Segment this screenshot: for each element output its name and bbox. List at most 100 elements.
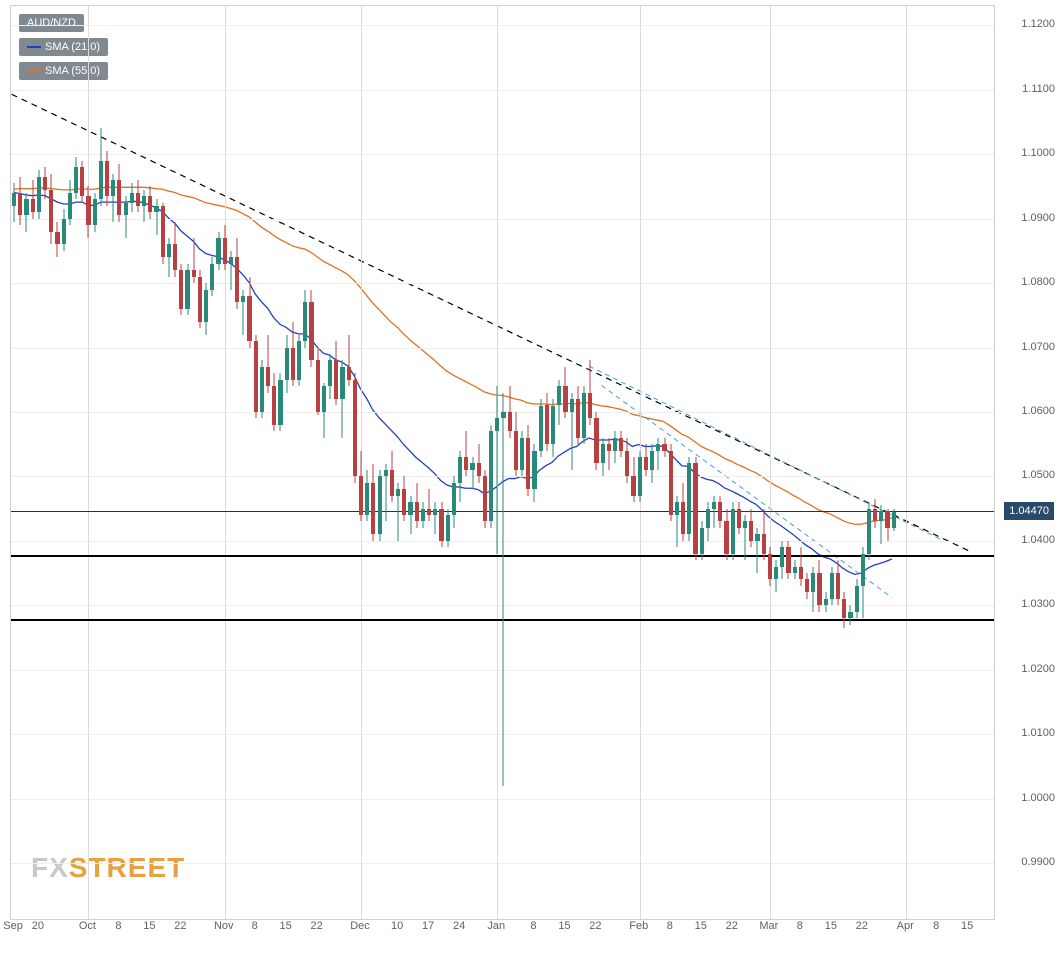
y-tick-label: 1.0400 — [1021, 534, 1055, 546]
y-tick-label: 1.0500 — [1021, 469, 1055, 481]
candle — [501, 393, 505, 786]
x-tick-label: 10 — [391, 920, 403, 932]
candle — [489, 425, 493, 528]
candle — [582, 386, 586, 444]
x-tick-label: 22 — [726, 920, 738, 932]
y-tick-label: 1.0000 — [1021, 792, 1055, 804]
x-tick-label: 8 — [252, 920, 258, 932]
candle — [873, 499, 877, 528]
candle — [148, 186, 152, 218]
candle — [142, 190, 146, 222]
candle — [378, 470, 382, 541]
candle — [625, 438, 629, 483]
candle — [179, 264, 183, 316]
y-tick-label: 1.0900 — [1021, 212, 1055, 224]
y-tick-label: 1.0800 — [1021, 276, 1055, 288]
candle — [619, 431, 623, 457]
candle — [18, 177, 22, 225]
y-tick-label: 1.0100 — [1021, 727, 1055, 739]
candle — [365, 470, 369, 522]
plot-area[interactable]: AUD/NZD SMA (21,0) SMA (55,0) FXSTREET 1… — [10, 5, 995, 920]
candle — [520, 431, 524, 476]
candle — [526, 425, 530, 496]
candle — [892, 509, 896, 532]
candle — [483, 470, 487, 528]
candle — [68, 180, 72, 225]
candle — [229, 251, 233, 290]
candle — [644, 444, 648, 476]
y-tick-label: 0.9900 — [1021, 856, 1055, 868]
candle — [223, 225, 227, 270]
candle — [316, 348, 320, 416]
y-tick-label: 1.1100 — [1022, 83, 1055, 95]
candle — [885, 509, 889, 541]
candle — [532, 444, 536, 502]
chart-container: AUD/NZD SMA (21,0) SMA (55,0) FXSTREET 1… — [0, 0, 1063, 958]
candle — [675, 496, 679, 548]
x-tick-label: 8 — [115, 920, 121, 932]
x-tick-label: 8 — [530, 920, 536, 932]
candle — [433, 502, 437, 534]
candle — [768, 547, 772, 586]
candle — [198, 270, 202, 328]
y-axis: 1.12001.11001.10001.09001.08001.07001.06… — [1003, 5, 1063, 920]
candle — [111, 174, 115, 222]
x-tick-label: Feb — [629, 920, 648, 932]
candle — [545, 393, 549, 451]
candle — [439, 502, 443, 547]
candle — [687, 457, 691, 541]
x-tick-label: 15 — [825, 920, 837, 932]
candle — [551, 399, 555, 457]
candle — [297, 335, 301, 387]
sma21-swatch — [27, 46, 41, 48]
candle — [12, 183, 16, 222]
candle — [793, 560, 797, 579]
instrument-badge: AUD/NZD — [19, 14, 84, 32]
x-tick-label: 24 — [453, 920, 465, 932]
watermark-fx: FX — [31, 852, 69, 883]
candle — [384, 464, 388, 522]
indicator-badge-sma55: SMA (55,0) — [19, 62, 108, 80]
candle — [601, 438, 605, 477]
candle — [421, 502, 425, 528]
candle — [43, 167, 47, 199]
candle — [117, 164, 121, 222]
candle — [390, 451, 394, 503]
y-tick-label: 1.1000 — [1021, 147, 1055, 159]
candle — [731, 502, 735, 560]
candle — [185, 264, 189, 316]
x-tick-label: Oct — [79, 920, 96, 932]
candle — [570, 393, 574, 470]
candle — [557, 380, 561, 425]
candle — [514, 412, 518, 476]
candle — [402, 476, 406, 521]
y-tick-label: 1.0700 — [1021, 341, 1055, 353]
candle — [706, 502, 710, 541]
candle — [241, 290, 245, 335]
candle — [780, 541, 784, 580]
candle — [408, 496, 412, 535]
y-tick-label: 1.0600 — [1021, 405, 1055, 417]
candle — [799, 547, 803, 586]
candle — [167, 238, 171, 277]
x-tick-label: 15 — [143, 920, 155, 932]
candle — [334, 341, 338, 405]
candle — [830, 567, 834, 606]
candle — [811, 567, 815, 612]
candle — [347, 335, 351, 387]
candle — [173, 222, 177, 277]
candle — [650, 444, 654, 483]
candle — [508, 386, 512, 438]
watermark-street: STREET — [69, 852, 185, 883]
candle — [303, 290, 307, 348]
candle — [594, 412, 598, 470]
x-tick-label: Nov — [214, 920, 234, 932]
x-tick-label: Sep — [3, 920, 23, 932]
candle — [86, 186, 90, 238]
candle — [93, 193, 97, 232]
candle — [260, 360, 264, 418]
candle — [774, 560, 778, 592]
candle — [427, 489, 431, 521]
candle — [254, 335, 258, 419]
candle — [161, 203, 165, 264]
